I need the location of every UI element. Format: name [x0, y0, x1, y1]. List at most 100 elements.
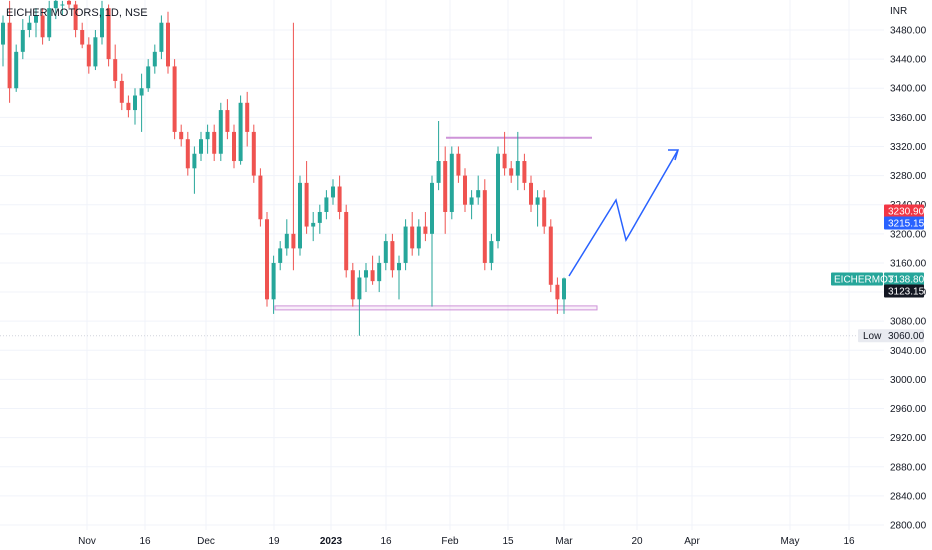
candle-body	[119, 80, 124, 103]
candle	[548, 219, 553, 293]
currency-label: INR	[890, 6, 907, 17]
candle-body	[416, 226, 421, 249]
chart-title: EICHER MOTORS, 1D, NSE	[6, 7, 148, 19]
candle-body	[324, 197, 329, 212]
y-tick-label: 3400.00	[890, 84, 927, 95]
candle-body	[562, 278, 566, 300]
candle-body	[502, 153, 507, 169]
candle-body	[522, 161, 527, 183]
arrow-head-icon	[668, 149, 680, 161]
candle-body	[410, 226, 415, 249]
candle-body	[529, 182, 533, 205]
candle	[86, 37, 91, 74]
candle	[159, 15, 164, 60]
candle	[317, 204, 322, 234]
candle-body	[146, 66, 151, 89]
candle-body	[463, 175, 467, 205]
candle-body	[311, 222, 316, 227]
candle-body	[40, 15, 45, 38]
price-tag-bg	[884, 216, 924, 230]
y-tick-label: 2920.00	[890, 433, 927, 444]
candle	[139, 73, 144, 132]
candle	[357, 270, 362, 336]
chart-grid	[0, 0, 884, 530]
candle	[324, 190, 329, 220]
candle-body	[317, 211, 322, 223]
candle-body	[377, 262, 382, 282]
candle	[449, 146, 454, 220]
candle-body	[436, 161, 441, 183]
y-tick-label: 3160.00	[890, 258, 927, 269]
candle-body	[555, 284, 560, 300]
x-tick-label: Mar	[555, 536, 573, 547]
candle	[113, 44, 118, 89]
candle-body	[449, 153, 454, 212]
candle	[502, 131, 507, 176]
low-tag-value: 3060.00	[888, 331, 925, 342]
time-axis[interactable]: Nov 16 Dec 19 2023 16 Feb 15 Mar 20 Apr May 16	[78, 536, 855, 547]
y-tick-label: 3320.00	[890, 142, 927, 153]
candle-body	[232, 131, 236, 162]
candle	[443, 146, 448, 234]
candle-body	[133, 95, 137, 111]
candle	[47, 0, 52, 41]
x-tick-label: 19	[268, 536, 280, 547]
candle	[430, 175, 434, 307]
candle	[271, 255, 276, 314]
candle-body	[218, 110, 223, 154]
candle-body	[47, 8, 52, 38]
candle-body	[542, 197, 547, 227]
candle-body	[93, 37, 98, 67]
candle-body	[489, 241, 494, 263]
x-tick-label: Dec	[197, 536, 215, 547]
y-tick-label: 2800.00	[890, 521, 927, 532]
candle	[383, 233, 388, 271]
candle	[100, 0, 104, 45]
candle	[390, 233, 395, 278]
candle	[152, 44, 157, 74]
candle-body	[430, 182, 434, 234]
candle	[515, 131, 520, 191]
candle-body	[192, 153, 197, 169]
x-tick-label: Nov	[78, 536, 96, 547]
candle	[304, 161, 309, 234]
price-tag: 3123.15	[884, 284, 925, 298]
candle-body	[509, 168, 514, 176]
candle-body	[397, 262, 401, 271]
y-tick-label: 3080.00	[890, 317, 927, 328]
candle	[496, 146, 500, 249]
candle-body	[245, 102, 250, 132]
candle-body	[27, 22, 32, 30]
candle-body	[383, 241, 388, 263]
support-box[interactable]	[274, 305, 598, 311]
candle	[463, 168, 467, 212]
candle	[331, 179, 335, 205]
candle	[397, 255, 401, 300]
candle-body	[496, 153, 500, 242]
projection-path[interactable]	[568, 149, 679, 277]
candle	[27, 15, 32, 38]
candle-body	[476, 190, 481, 198]
x-tick-label: 16	[139, 536, 151, 547]
candle	[133, 88, 137, 125]
candle	[80, 22, 85, 49]
candle-body	[172, 66, 177, 132]
symbol-tag-label: EICHERMOT	[834, 275, 894, 286]
candle	[40, 8, 45, 45]
candle	[456, 146, 461, 183]
price-tag-value: 3123.15	[888, 287, 925, 298]
candle	[416, 219, 421, 256]
candle	[423, 211, 428, 242]
candlestick-series	[1, 0, 566, 336]
candle	[7, 0, 12, 103]
candle	[410, 211, 415, 256]
candle	[370, 255, 375, 285]
projection-drawings	[568, 149, 680, 277]
candle-body	[443, 161, 448, 212]
candle	[60, 0, 65, 16]
candle	[482, 179, 487, 271]
y-tick-label: 3280.00	[890, 171, 927, 182]
